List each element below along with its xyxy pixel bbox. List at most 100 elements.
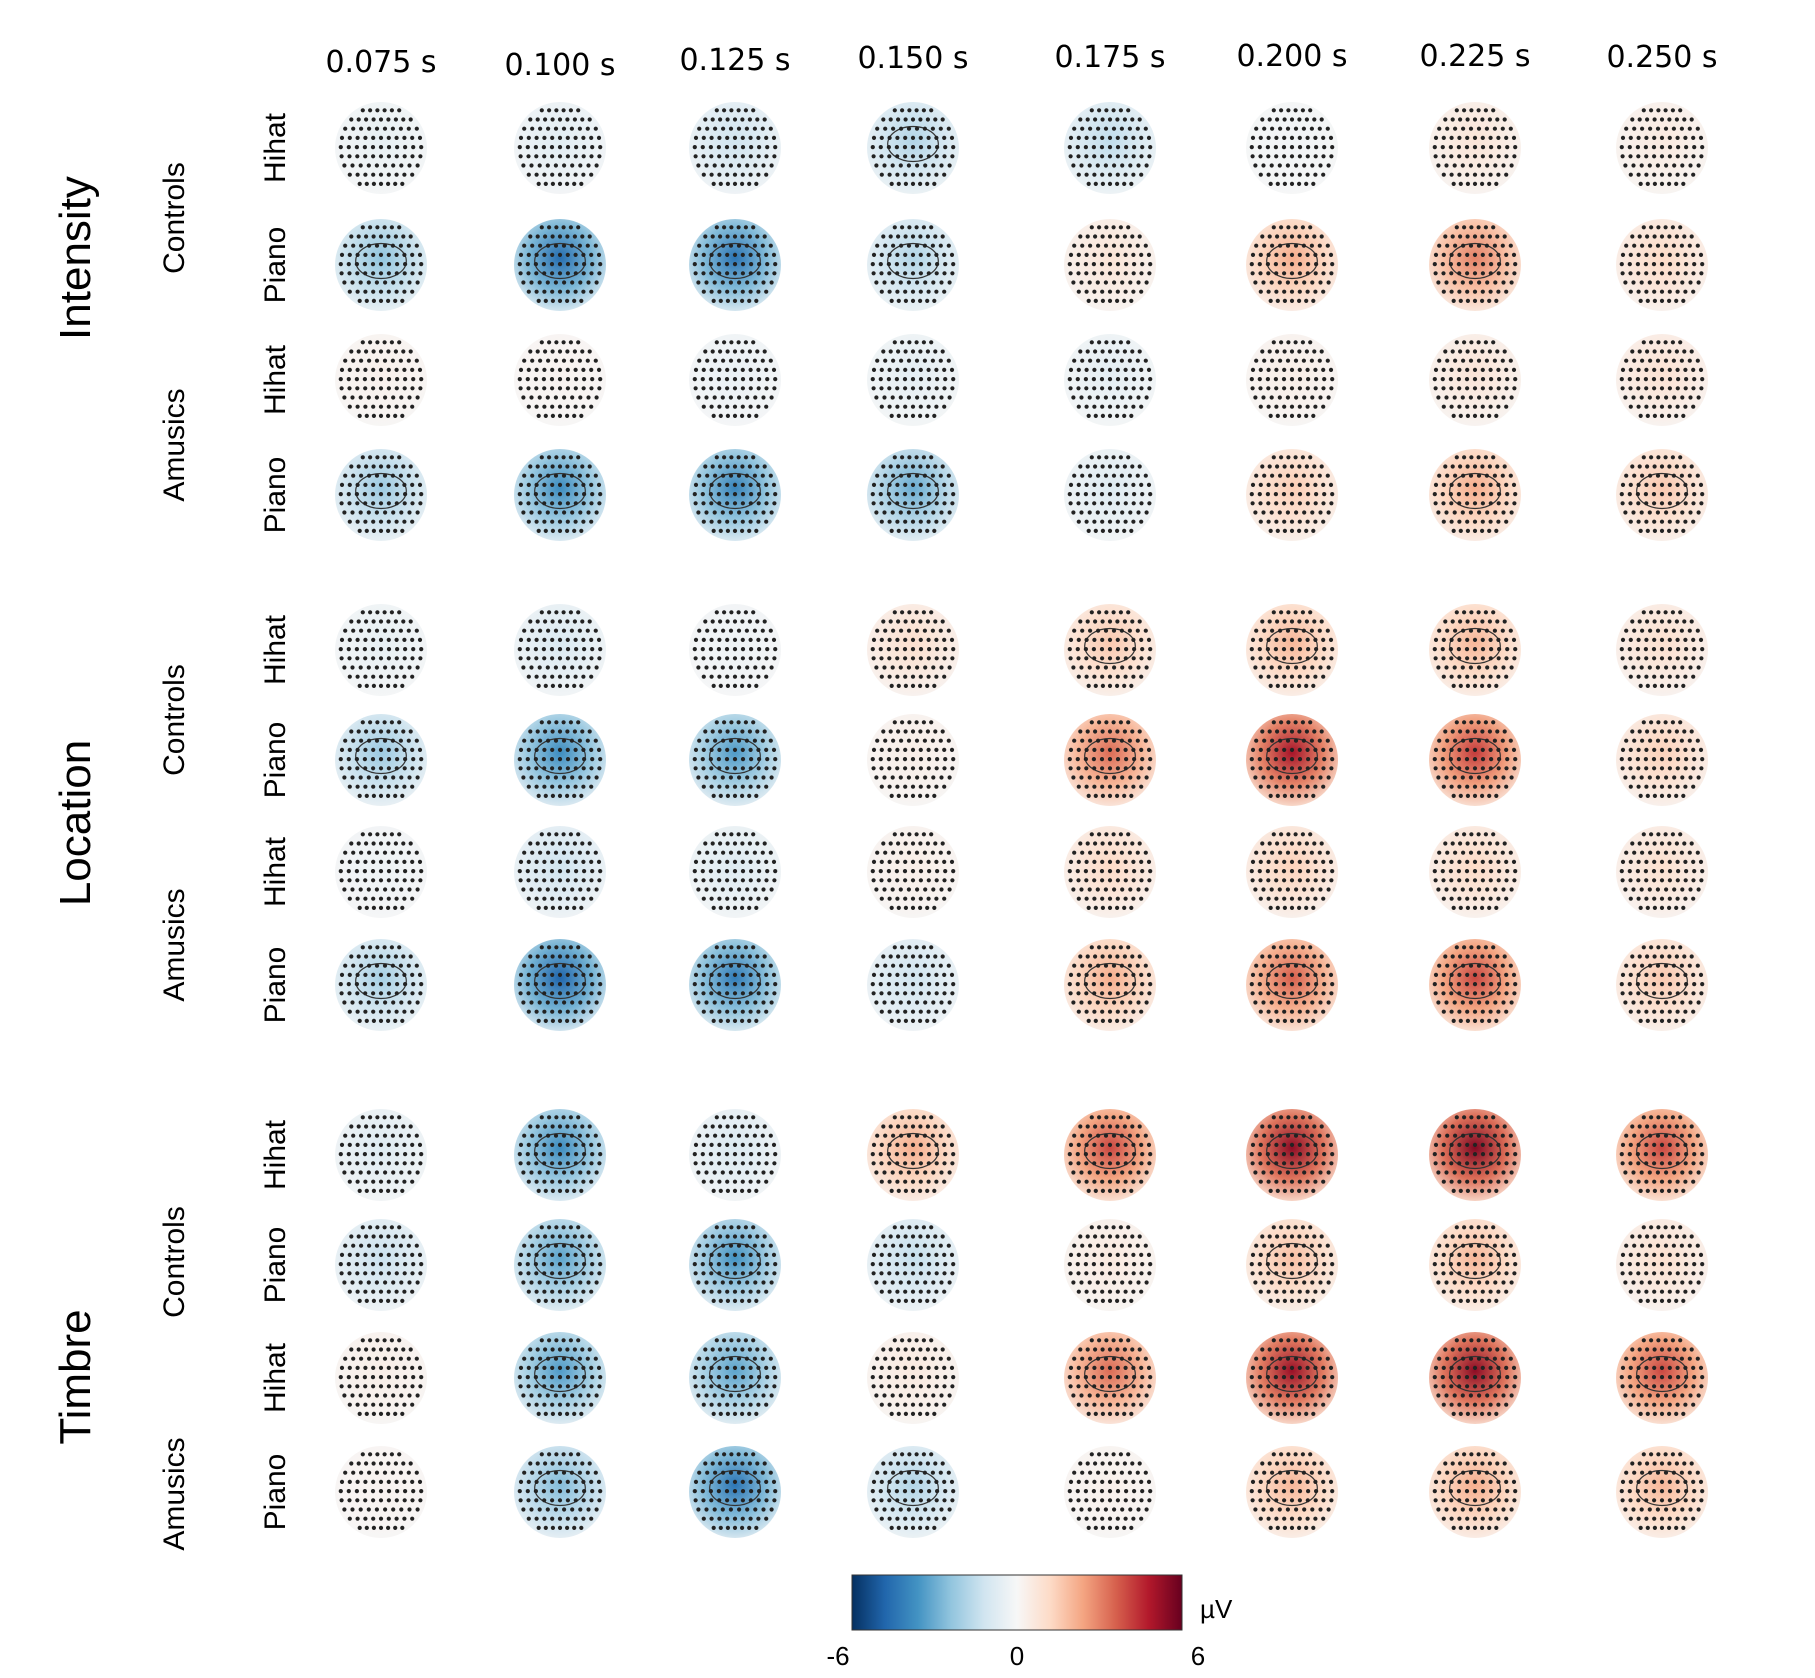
electrode-dot: [589, 154, 594, 159]
electrode-dot: [1261, 510, 1266, 515]
electrode-dot: [1509, 395, 1514, 400]
electrode-dot: [701, 637, 706, 643]
electrode-dot: [1488, 154, 1493, 159]
electrode-dot: [565, 492, 571, 497]
electrode-dot: [1675, 656, 1680, 661]
electrode-dot: [557, 905, 563, 911]
electrode-dot: [390, 738, 395, 743]
electrode-dot: [1318, 887, 1323, 892]
electrode-dot: [561, 720, 566, 725]
electrode-dot: [887, 637, 892, 643]
electrode-dot: [1655, 126, 1661, 131]
electrode-dot: [1250, 878, 1255, 883]
electrode-dot: [1680, 775, 1685, 780]
electrode-dot: [378, 404, 384, 409]
electrode-dot: [871, 501, 876, 506]
electrode-dot: [1457, 674, 1462, 679]
electrode-dot: [1644, 135, 1649, 140]
electrode-dot: [410, 637, 415, 643]
electrode-dot: [554, 340, 559, 345]
electrode-dot: [762, 841, 767, 846]
electrode-dot: [740, 869, 746, 874]
time-label: 0.175 s: [1054, 40, 1165, 75]
electrode-dot: [1271, 610, 1276, 615]
electrode-dot: [1460, 887, 1465, 892]
electrode-dot: [879, 252, 884, 257]
electrode-dot: [1491, 225, 1496, 230]
electrode-dot: [1131, 859, 1136, 865]
electrode-dot: [1325, 473, 1330, 478]
electrode-dot: [406, 243, 411, 248]
electrode-dot: [1266, 367, 1271, 372]
electrode-dot: [363, 766, 368, 771]
electrode-dot: [1309, 126, 1314, 131]
topomap: [1064, 449, 1156, 541]
electrode-dot: [581, 367, 586, 372]
electrode-dot: [418, 991, 423, 996]
electrode-dot: [1107, 298, 1113, 303]
electrode-dot: [1289, 492, 1295, 497]
electrode-dot: [1472, 766, 1478, 771]
electrode-dot: [765, 647, 770, 652]
electrode-dot: [1502, 841, 1507, 846]
electrode-dot: [756, 271, 761, 276]
electrode-dot: [1630, 234, 1635, 239]
electrode-dot: [745, 510, 750, 515]
electrode-dot: [1086, 181, 1091, 186]
electrode-dot: [926, 367, 931, 372]
electrode-dot: [589, 972, 594, 978]
electrode-dot: [1317, 243, 1322, 248]
electrode-dot: [1468, 665, 1473, 670]
electrode-dot: [386, 859, 391, 865]
electrode-dot: [364, 841, 369, 846]
electrode-dot: [748, 501, 753, 506]
electrode-dot: [1096, 243, 1101, 248]
electrode-dot: [1139, 252, 1144, 257]
electrode-dot: [391, 510, 396, 515]
electrode-dot: [586, 775, 591, 780]
electrode-dot: [342, 1000, 347, 1005]
electrode-dot: [581, 404, 586, 409]
electrode-dot: [550, 793, 556, 799]
topomap: [514, 826, 606, 918]
electrode-dot: [1630, 349, 1635, 354]
electrode-dot: [1494, 528, 1499, 534]
electrode-dot: [414, 126, 419, 131]
electrode-dot: [1472, 135, 1478, 140]
electrode-dot: [1104, 610, 1109, 615]
electrode-dot: [1092, 367, 1097, 372]
electrode-dot: [701, 519, 706, 524]
electrode-dot: [1107, 841, 1113, 846]
electrode-dot: [1448, 757, 1453, 762]
electrode-dot: [590, 262, 595, 267]
electrode-dot: [1443, 117, 1448, 122]
electrode-dot: [386, 492, 392, 497]
electrode-dot: [898, 163, 903, 168]
electrode-dot: [890, 887, 895, 892]
electrode-dot: [923, 887, 928, 892]
electrode-dot: [744, 358, 750, 363]
electrode-dot: [1330, 647, 1335, 652]
electrode-dot: [1509, 510, 1514, 515]
electrode-dot: [1325, 358, 1330, 363]
electrode-dot: [1508, 850, 1513, 855]
electrode-dot: [1258, 766, 1263, 771]
electrode-dot: [370, 869, 376, 874]
electrode-dot: [1699, 766, 1704, 771]
electrode-dot: [1656, 720, 1661, 725]
electrode-dot: [1305, 135, 1310, 140]
electrode-dot: [1691, 674, 1696, 679]
electrode-dot: [1494, 181, 1499, 186]
electrode-dot: [1636, 289, 1641, 294]
electrode-dot: [903, 637, 908, 643]
topomap: [1064, 714, 1156, 806]
electrode-dot: [717, 367, 722, 372]
electrode-dot: [1260, 117, 1265, 122]
electrode-dot: [1076, 784, 1081, 789]
electrode-dot: [1100, 271, 1105, 276]
electrode-dot: [1071, 887, 1076, 892]
electrode-dot: [932, 413, 937, 418]
electrode-dot: [914, 610, 919, 615]
electrode-dot: [918, 656, 924, 661]
electrode-dot: [399, 280, 404, 285]
